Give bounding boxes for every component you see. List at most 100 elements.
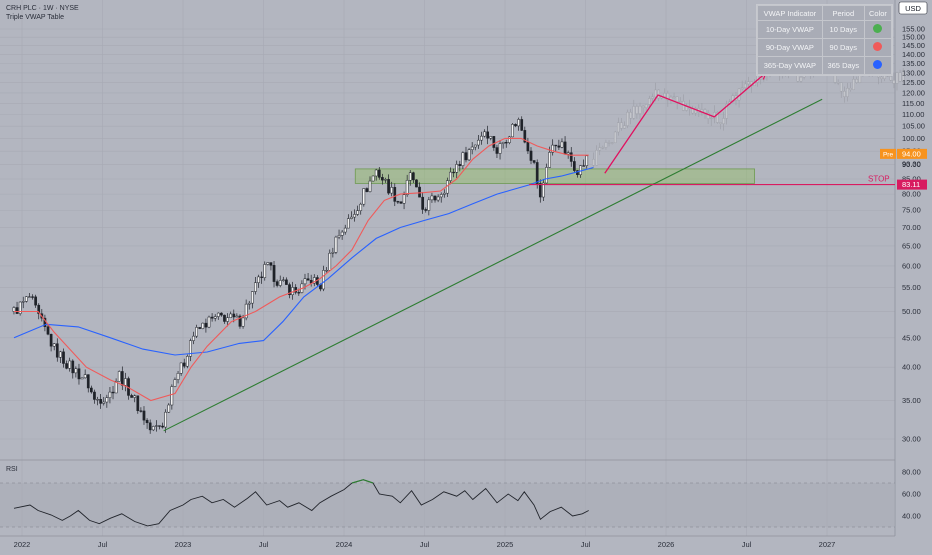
ghost-candle-body <box>663 93 667 97</box>
price-axis: 30.00 35.00 40.00 45.00 50.00 55.00 60.00 65.00… <box>898 1 928 444</box>
vwap-col-period: Period <box>821 5 865 21</box>
candle-body <box>458 164 462 166</box>
candle-body <box>489 136 493 139</box>
ghost-candle-body <box>716 112 719 123</box>
ghost-candle-body <box>682 101 685 111</box>
candle-body <box>204 322 208 328</box>
candle-body <box>511 124 514 138</box>
candle-body <box>551 144 555 153</box>
candle-body <box>155 425 158 427</box>
time-axis: 2022 Jul 2023 Jul 2024 Jul 2025 Jul 2026 Jul 2027 <box>14 540 836 549</box>
candle-body <box>158 425 161 427</box>
candle-body <box>303 278 307 285</box>
candle-body <box>399 201 403 204</box>
price-tick-label: 50.00 <box>902 307 921 316</box>
vwap-row-color-cell <box>863 38 893 57</box>
symbol-title: CRH PLC · 1W · NYSE <box>6 5 79 12</box>
vwap-color-dot-10 <box>873 24 883 33</box>
ghost-candle-body <box>889 76 893 81</box>
rsi-line <box>13 479 589 527</box>
ghost-candle-body <box>644 104 648 108</box>
candles-layer <box>12 116 589 434</box>
candle-body <box>501 142 505 144</box>
candle-body <box>381 177 384 181</box>
candle-body <box>470 146 474 150</box>
candle-body <box>195 327 198 337</box>
ghost-candle-body <box>613 131 617 143</box>
candle-body <box>260 276 263 278</box>
candle-body <box>467 149 471 161</box>
ghost-candle-body <box>632 106 636 119</box>
candle-body <box>368 180 372 192</box>
ghost-candle-body <box>836 82 840 84</box>
vwap-row-color-cell <box>863 56 893 75</box>
vwap-row-name: 10-Day VWAP <box>757 20 823 39</box>
candle-body <box>278 280 282 286</box>
price-tick-label: 155.00 <box>902 25 925 34</box>
candle-body <box>538 183 542 198</box>
price-tick-label: 145.00 <box>902 41 925 50</box>
pre-price-tag <box>897 148 927 159</box>
candle-body <box>477 139 480 146</box>
candle-body <box>167 404 171 413</box>
candle-body <box>247 302 251 305</box>
candle-body <box>281 279 285 281</box>
ghost-candle-body <box>678 101 682 103</box>
time-tick-label: Jul <box>98 540 108 549</box>
candle-body <box>223 314 226 322</box>
pre-price-value: 94.00 <box>902 149 921 158</box>
price-tick-label: 130.00 <box>902 68 925 77</box>
candle-body <box>21 301 25 303</box>
candle-body <box>77 368 81 380</box>
candle-body <box>418 186 421 198</box>
price-tick-label: 125.00 <box>902 78 925 87</box>
candle-body <box>189 340 192 357</box>
ghost-candle-body <box>722 118 725 124</box>
candle-body <box>548 152 551 168</box>
vwap-365-line <box>13 166 594 356</box>
candle-body <box>74 368 78 374</box>
candle-body <box>232 313 236 318</box>
candle-body <box>529 150 533 161</box>
candle-body <box>405 180 409 196</box>
candle-body <box>297 292 301 294</box>
candle-body <box>213 316 217 319</box>
candle-body <box>442 192 446 195</box>
candle-body <box>322 270 325 290</box>
ghost-candle-body <box>849 88 852 90</box>
candle-body <box>427 199 431 211</box>
candle-body <box>130 395 133 398</box>
price-tick-label: 30.00 <box>902 435 921 444</box>
candle-body <box>396 201 400 203</box>
ghost-candle-body <box>592 159 595 166</box>
price-tick-label: 60.00 <box>902 261 921 270</box>
candle-body <box>68 360 72 369</box>
ghost-candle-body <box>880 76 883 79</box>
ghost-candle-body <box>626 111 629 126</box>
candle-body <box>90 387 93 393</box>
candle-body <box>362 188 366 205</box>
candle-body <box>238 315 242 327</box>
indicator-lines-layer: STOP <box>13 72 895 432</box>
candle-body <box>117 371 121 382</box>
candle-body <box>133 395 137 398</box>
stop-price-value: 83.11 <box>902 180 920 189</box>
candle-body <box>257 276 260 283</box>
candle-body <box>99 399 102 404</box>
candle-body <box>24 296 28 302</box>
vwap-col-color: Color <box>863 5 893 21</box>
price-tick-label: 115.00 <box>902 99 924 108</box>
time-tick-label: Jul <box>742 540 752 549</box>
projection-arrow <box>604 72 767 174</box>
candle-body <box>229 313 233 318</box>
rsi-label: RSI <box>6 466 18 473</box>
ghost-candle-body <box>672 96 676 98</box>
ghost-candle-body <box>706 112 710 119</box>
candle-body <box>34 296 37 306</box>
stop-price-tag <box>897 179 927 190</box>
candle-body <box>507 136 511 143</box>
candle-body <box>96 399 99 401</box>
vwap-color-dot-90 <box>873 42 883 51</box>
candle-body <box>449 171 452 181</box>
